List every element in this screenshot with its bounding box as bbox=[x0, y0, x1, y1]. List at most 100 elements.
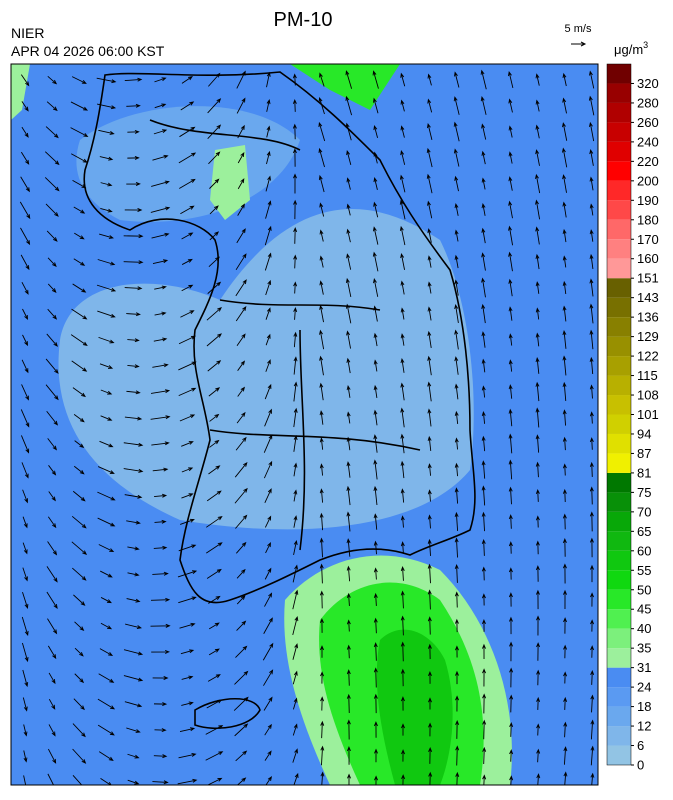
wind-arrow bbox=[74, 621, 85, 632]
wind-arrow bbox=[401, 749, 405, 762]
wind-arrow bbox=[263, 460, 273, 479]
wind-arrow bbox=[427, 408, 432, 427]
colorbar-label: 200 bbox=[637, 173, 659, 188]
wind-arrow bbox=[265, 175, 271, 192]
colorbar-segment bbox=[607, 83, 631, 103]
wind-arrow bbox=[205, 542, 223, 554]
wind-arrow bbox=[400, 641, 405, 662]
colorbar-label: 6 bbox=[637, 738, 644, 753]
wind-arrow bbox=[72, 283, 87, 293]
wind-arrow bbox=[178, 361, 197, 371]
wind-arrow bbox=[428, 746, 433, 764]
wind-arrow bbox=[453, 148, 460, 167]
wind-arrow bbox=[292, 643, 299, 660]
wind-arrow bbox=[74, 673, 85, 684]
wind-arrow bbox=[264, 252, 272, 271]
wind-arrow bbox=[21, 281, 29, 295]
wind-arrow bbox=[318, 96, 325, 115]
wind-arrow bbox=[590, 694, 595, 713]
wind-arrow bbox=[535, 281, 540, 294]
wind-arrow bbox=[481, 460, 486, 479]
wind-arrow bbox=[99, 233, 114, 239]
wind-arrow bbox=[126, 520, 141, 525]
wind-arrow bbox=[178, 752, 197, 759]
wind-arrow bbox=[455, 695, 460, 712]
wind-arrow bbox=[180, 101, 195, 111]
wind-arrow bbox=[72, 179, 87, 189]
colorbar-segment bbox=[607, 64, 631, 84]
wind-arrow bbox=[266, 150, 271, 165]
wind-arrow bbox=[97, 259, 116, 266]
wind-arrow bbox=[179, 414, 196, 422]
wind-arrow bbox=[508, 333, 513, 346]
wind-arrow bbox=[151, 649, 170, 654]
wind-arrows bbox=[19, 69, 595, 785]
wind-arrow bbox=[264, 723, 272, 736]
wind-arrow bbox=[319, 537, 324, 558]
wind-arrow bbox=[98, 544, 115, 553]
wind-arrow bbox=[454, 203, 459, 216]
wind-arrow bbox=[265, 542, 271, 554]
wind-arrow bbox=[22, 591, 29, 609]
wind-arrow bbox=[454, 537, 459, 558]
wind-arrow bbox=[426, 173, 433, 194]
wind-arrow bbox=[318, 121, 326, 142]
wind-arrow bbox=[262, 642, 274, 661]
wind-arrow bbox=[509, 616, 513, 635]
wind-arrow bbox=[455, 645, 459, 658]
wind-arrow bbox=[46, 333, 58, 347]
wind-arrow bbox=[46, 566, 58, 583]
wind-arrow bbox=[563, 617, 568, 634]
wind-arrow bbox=[401, 723, 405, 736]
wind-arrow bbox=[100, 778, 112, 785]
north-green bbox=[290, 64, 400, 110]
wind-arrow bbox=[21, 642, 29, 663]
wind-arrow bbox=[373, 176, 378, 190]
wind-arrow bbox=[97, 698, 116, 710]
wind-arrow bbox=[235, 514, 248, 529]
wind-arrow bbox=[535, 434, 540, 453]
wind-arrow bbox=[319, 355, 324, 376]
wind-arrow bbox=[536, 696, 541, 710]
wind-arrow bbox=[400, 590, 405, 609]
wind-arrow bbox=[427, 563, 432, 584]
wind-arrow bbox=[265, 279, 272, 296]
colorbar-label: 108 bbox=[637, 388, 659, 403]
wind-arrow bbox=[535, 515, 540, 528]
wind-arrow bbox=[535, 407, 540, 428]
wind-arrow bbox=[98, 336, 115, 344]
wind-arrow bbox=[266, 99, 271, 112]
wind-arrow bbox=[481, 203, 486, 216]
wind-arrow bbox=[373, 485, 378, 506]
wind-arrow bbox=[346, 511, 351, 532]
wind-arrow bbox=[126, 181, 141, 186]
wind-arrow bbox=[264, 408, 272, 427]
wind-arrow bbox=[46, 591, 58, 609]
unit-sup: 3 bbox=[643, 40, 648, 50]
wind-arrow bbox=[508, 592, 513, 607]
wind-arrow bbox=[126, 312, 141, 317]
colorbar-segment bbox=[607, 687, 631, 707]
wind-arrow bbox=[152, 571, 169, 576]
wind-arrow bbox=[373, 721, 378, 738]
wind-arrow bbox=[47, 645, 57, 660]
wind-arrow bbox=[177, 570, 198, 578]
wind-arrow bbox=[319, 617, 324, 633]
wind-arrow bbox=[562, 330, 567, 349]
wind-arrow bbox=[320, 745, 325, 766]
colorbar-label: 75 bbox=[637, 485, 651, 500]
wind-arrow bbox=[22, 567, 28, 582]
wind-arrow bbox=[47, 257, 57, 268]
colorbar-segment bbox=[607, 453, 631, 473]
wind-arrow bbox=[427, 463, 432, 476]
wind-arrow bbox=[47, 516, 57, 529]
wind-arrow bbox=[72, 774, 85, 785]
wind-arrow bbox=[180, 310, 195, 318]
wind-arrow bbox=[74, 647, 84, 657]
wind-arrow bbox=[235, 305, 247, 322]
wind-arrow bbox=[207, 281, 222, 294]
colorbar-segment bbox=[607, 219, 631, 240]
wind-arrow bbox=[99, 648, 114, 656]
wind-arrow bbox=[536, 748, 541, 763]
wind-arrow bbox=[45, 126, 59, 139]
